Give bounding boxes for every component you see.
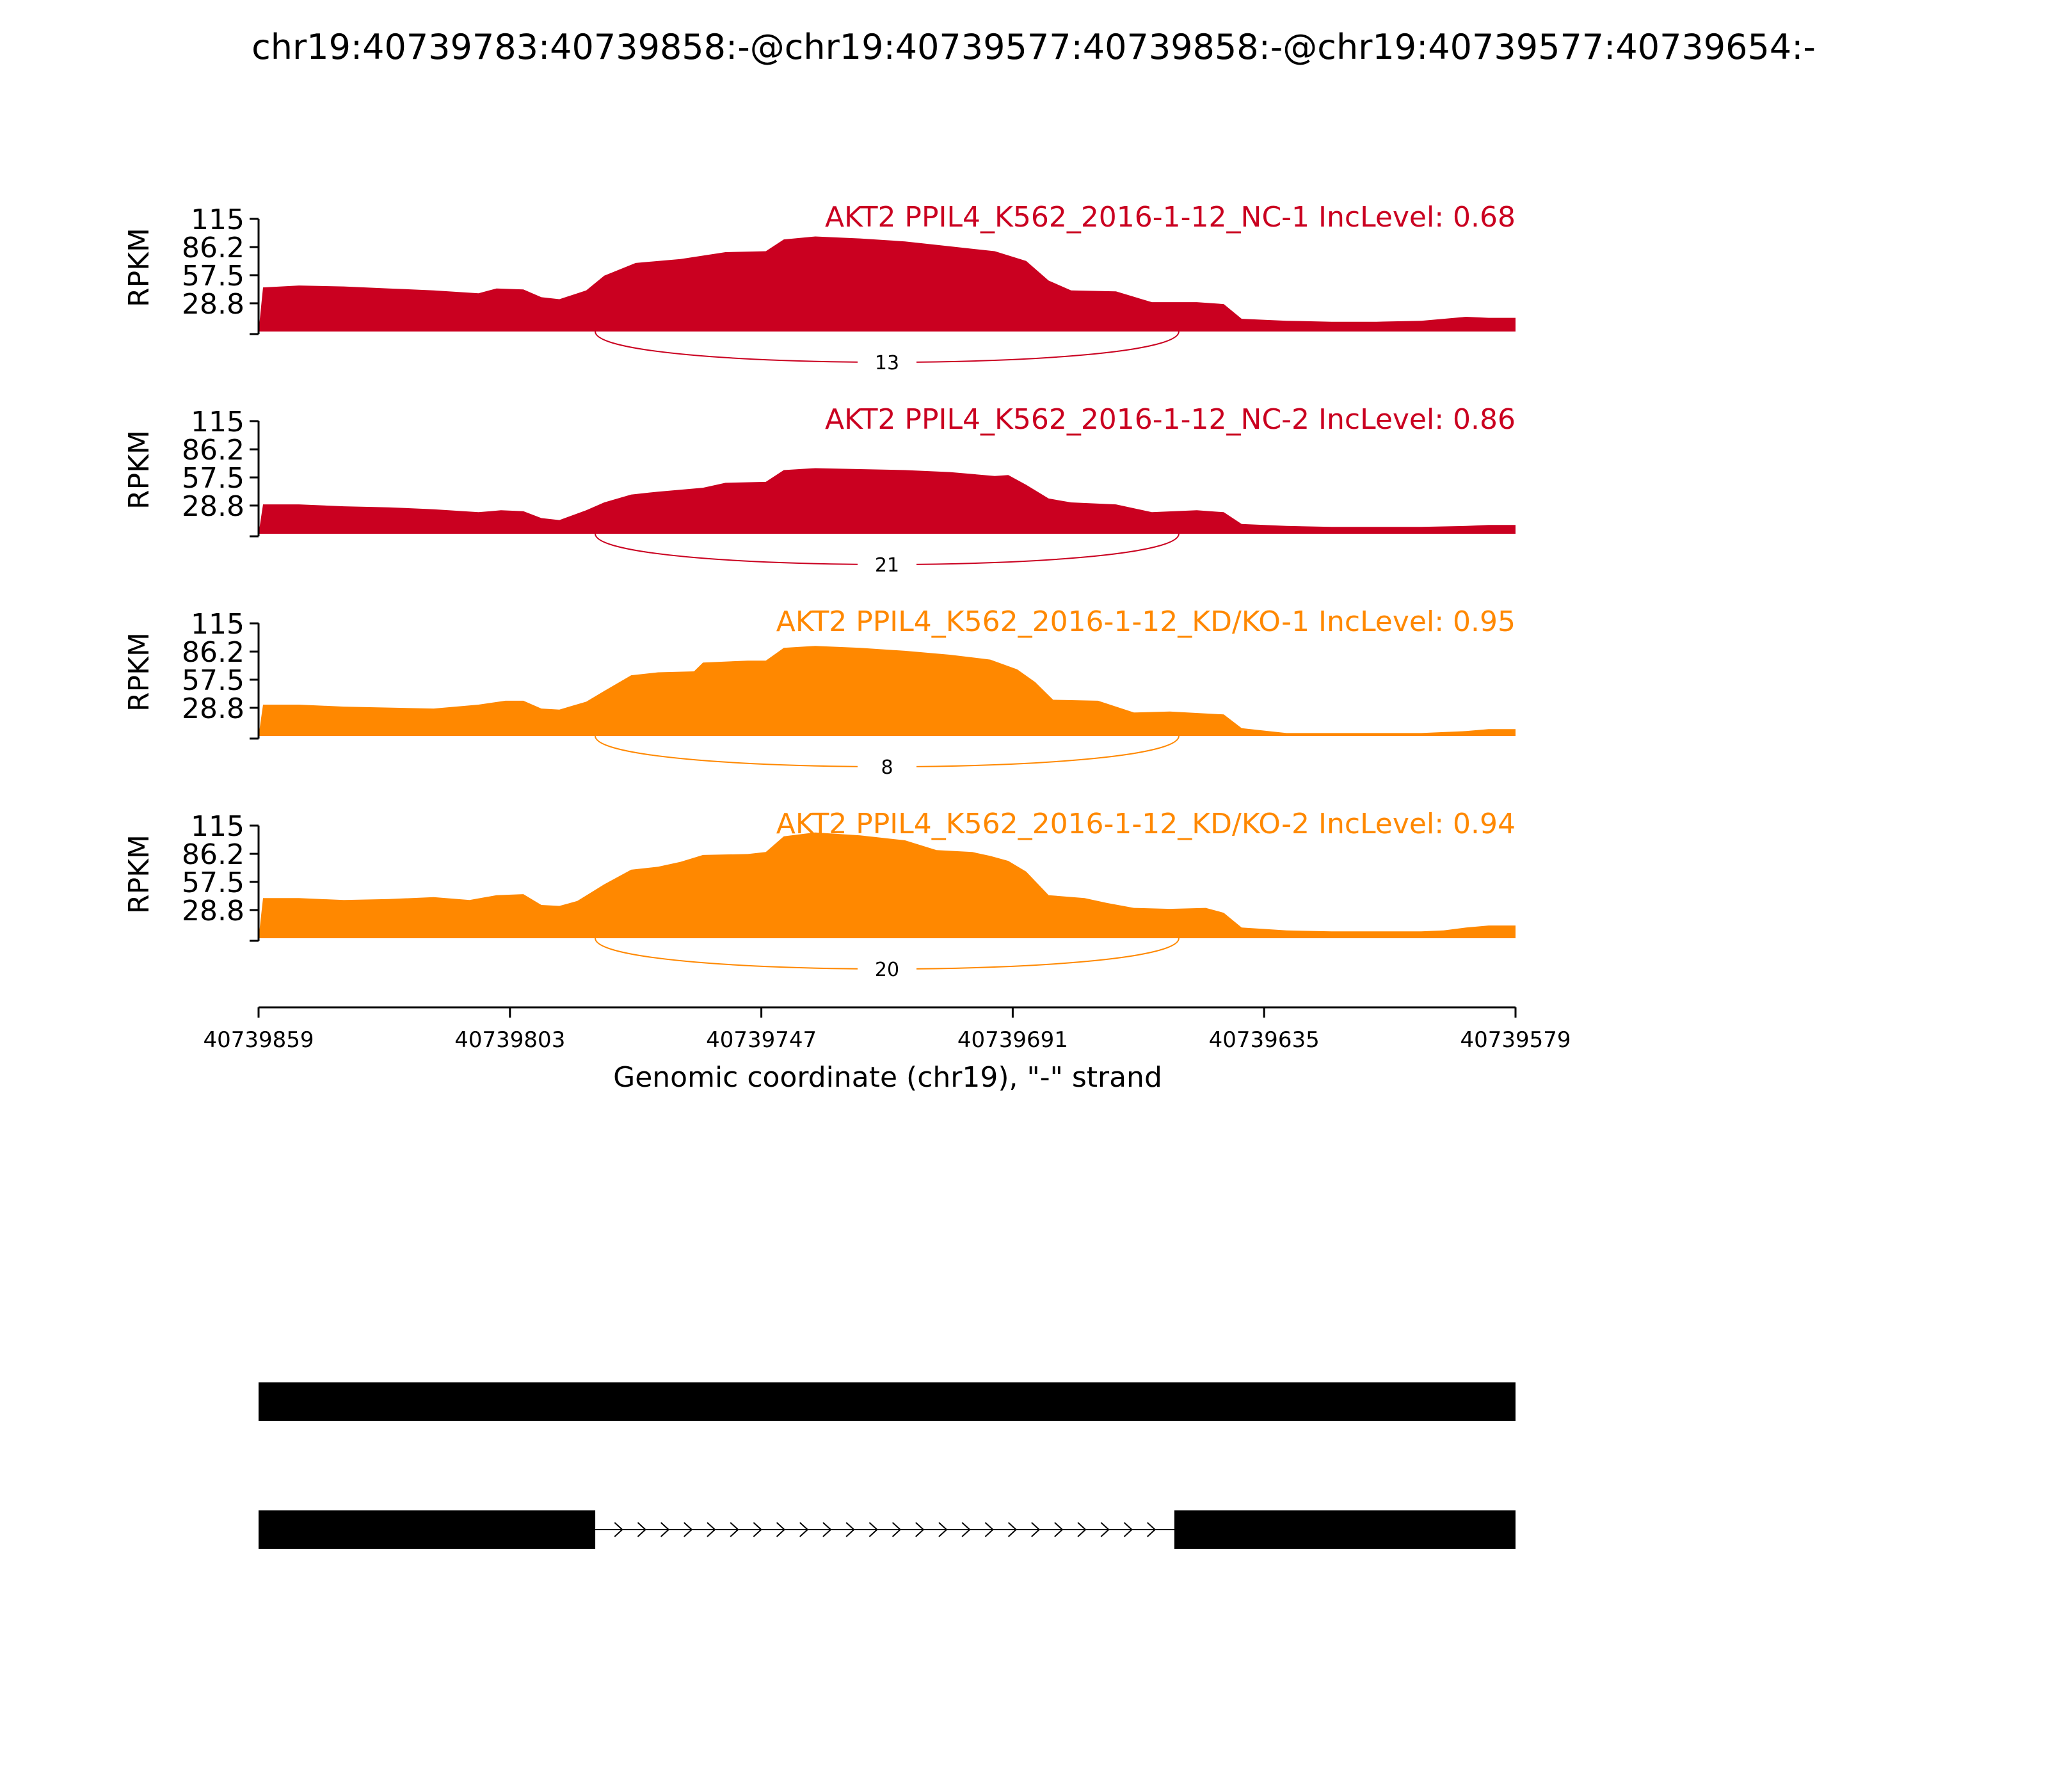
- exon-block: [259, 1510, 596, 1549]
- coverage-area: [259, 236, 1516, 332]
- strand-chevron-icon: [660, 1522, 670, 1537]
- strand-chevron-icon: [707, 1522, 716, 1537]
- strand-chevron-icon: [1007, 1522, 1018, 1537]
- strand-chevron-icon: [730, 1522, 739, 1537]
- strand-chevron-icon: [892, 1522, 902, 1537]
- junction-count-label: 21: [875, 554, 899, 577]
- strand-chevron-icon: [637, 1522, 646, 1537]
- transcript-2: [259, 1510, 1516, 1549]
- y-tick-label: 57.5: [182, 260, 244, 292]
- strand-chevron-icon: [1054, 1522, 1064, 1537]
- y-tick-label: 115: [191, 406, 244, 438]
- y-tick-label: 86.2: [182, 232, 244, 264]
- strand-chevron-icon: [1100, 1522, 1110, 1537]
- y-axis-label: RPKM: [123, 430, 156, 509]
- x-tick-label: 40739803: [454, 1027, 565, 1053]
- strand-chevron-icon: [822, 1522, 832, 1537]
- junction-count-box: [858, 548, 916, 576]
- series-label: AKT2 PPIL4_K562_2016-1-12_KD/KO-2 IncLev…: [776, 808, 1516, 840]
- y-axis-label: RPKM: [123, 835, 156, 914]
- strand-chevron-icon: [915, 1522, 925, 1537]
- junction-count-box: [858, 952, 916, 980]
- y-tick-label: 57.5: [182, 664, 244, 697]
- transcript-1: [259, 1382, 1516, 1421]
- exon-block: [259, 1382, 1516, 1421]
- y-tick-label: 86.2: [182, 434, 244, 467]
- junction-count-box: [858, 346, 916, 374]
- x-tick-label: 40739747: [706, 1027, 817, 1053]
- strand-chevron-icon: [799, 1522, 809, 1537]
- strand-chevron-icon: [1077, 1522, 1087, 1537]
- strand-chevron-icon: [1147, 1522, 1156, 1537]
- y-tick-label: 86.2: [182, 636, 244, 669]
- coverage-area: [259, 646, 1516, 736]
- x-tick-label: 40739635: [1209, 1027, 1320, 1053]
- strand-chevron-icon: [868, 1522, 878, 1537]
- y-tick-label: 115: [191, 810, 244, 843]
- strand-chevron-icon: [1031, 1522, 1041, 1537]
- strand-chevron-icon: [684, 1522, 693, 1537]
- coverage-area: [259, 468, 1516, 534]
- strand-chevron-icon: [845, 1522, 855, 1537]
- y-tick-label: 57.5: [182, 867, 244, 899]
- transcript-models: [259, 1382, 1516, 1549]
- junction-count-label: 13: [875, 352, 899, 374]
- series-label: AKT2 PPIL4_K562_2016-1-12_NC-1 IncLevel:…: [825, 201, 1516, 234]
- figure-title: chr19:40739783:40739858:-@chr19:40739577…: [252, 27, 1816, 67]
- coverage-area: [259, 832, 1516, 938]
- junction-count-box: [858, 750, 916, 778]
- exon-block: [1174, 1510, 1516, 1549]
- x-tick-label: 40739691: [957, 1027, 1068, 1053]
- y-tick-label: 86.2: [182, 838, 244, 871]
- y-axis-label: RPKM: [123, 228, 156, 307]
- strand-chevron-icon: [984, 1522, 994, 1537]
- strand-chevron-icon: [961, 1522, 971, 1537]
- junction-count-label: 8: [881, 756, 893, 779]
- series-label: AKT2 PPIL4_K562_2016-1-12_KD/KO-1 IncLev…: [776, 605, 1516, 638]
- strand-chevron-icon: [938, 1522, 948, 1537]
- y-tick-label: 28.8: [182, 490, 244, 523]
- x-axis-label: Genomic coordinate (chr19), "-" strand: [613, 1061, 1162, 1094]
- y-tick-label: 28.8: [182, 288, 244, 321]
- y-tick-label: 115: [191, 608, 244, 641]
- y-tick-label: 115: [191, 204, 244, 236]
- strand-chevron-icon: [614, 1522, 623, 1537]
- strand-chevron-icon: [1123, 1522, 1133, 1537]
- x-tick-label: 40739579: [1460, 1027, 1571, 1053]
- strand-chevron-icon: [753, 1522, 762, 1537]
- genomic-x-axis: 40739859 40739803 40739747 40739691 40739635…: [203, 1006, 1571, 1094]
- strand-chevron-icon: [776, 1522, 786, 1537]
- junction-count-label: 20: [875, 959, 899, 981]
- y-axis-label: RPKM: [123, 632, 156, 712]
- series-label: AKT2 PPIL4_K562_2016-1-12_NC-2 IncLevel:…: [825, 403, 1516, 436]
- y-tick-label: 57.5: [182, 462, 244, 495]
- x-tick-label: 40739859: [203, 1027, 314, 1053]
- y-tick-label: 28.8: [182, 895, 244, 927]
- y-tick-label: 28.8: [182, 692, 244, 725]
